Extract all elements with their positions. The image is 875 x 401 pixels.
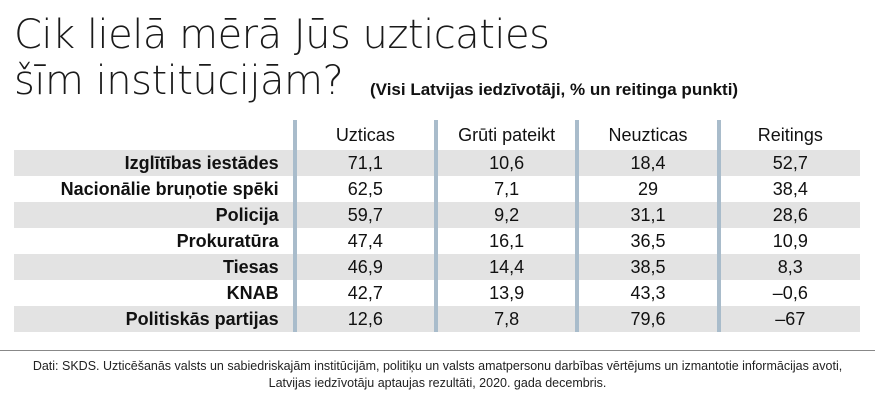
trust-table: Uzticas Grūti pateikt Neuzticas Reitings… xyxy=(14,120,860,332)
table-row: Politiskās partijas 12,6 7,8 79,6 –67 xyxy=(14,306,860,332)
row-label: Izglītības iestādes xyxy=(14,150,295,176)
table-cell: 13,9 xyxy=(433,280,578,306)
table-cell: 38,5 xyxy=(575,254,719,280)
title-block: Cik lielā mērā Jūs uzticaties šīm instit… xyxy=(14,12,864,104)
table-cell: 36,5 xyxy=(575,228,719,254)
data-table-wrapper: Uzticas Grūti pateikt Neuzticas Reitings… xyxy=(14,120,860,332)
table-cell: 29 xyxy=(575,176,719,202)
table-cell: 16,1 xyxy=(433,228,578,254)
footer-divider xyxy=(0,350,875,351)
row-label: Policija xyxy=(14,202,295,228)
header-empty xyxy=(14,120,295,150)
chart-title-line-1: Cik lielā mērā Jūs uzticaties xyxy=(14,12,550,58)
row-label: Politiskās partijas xyxy=(14,306,295,332)
source-note: Dati: SKDS. Uzticēšanās valsts un sabied… xyxy=(32,359,843,390)
table-cell: 62,5 xyxy=(292,176,436,202)
chart-subtitle: (Visi Latvijas iedzīvotāji, % un reiting… xyxy=(370,80,739,99)
row-label: Nacionālie bruņotie spēki xyxy=(60,178,279,199)
table-cell: 9,2 xyxy=(433,202,578,228)
chart-title-line-2: šīm institūcijām? xyxy=(14,58,344,104)
table-cell: 18,4 xyxy=(575,150,719,176)
column-header: Neuzticas xyxy=(575,120,719,150)
column-header: Uzticas xyxy=(292,120,436,150)
table-cell: 14,4 xyxy=(433,254,578,280)
table-cell: 38,4 xyxy=(716,176,860,202)
table-row: KNAB 42,7 13,9 43,3 –0,6 xyxy=(14,280,860,306)
table-cell: 79,6 xyxy=(575,306,719,332)
table-cell: 10,9 xyxy=(716,228,860,254)
table-cell: 59,7 xyxy=(292,202,436,228)
row-label: Prokuratūra xyxy=(176,230,279,251)
table-cell: 43,3 xyxy=(575,280,719,306)
table-row: Nacionālie bruņotie spēki 62,5 7,1 29 38,4 xyxy=(14,176,860,202)
table-cell: 12,6 xyxy=(292,306,436,332)
row-label: Tiesas xyxy=(14,254,295,280)
table-cell: 71,1 xyxy=(292,150,436,176)
table-row: Izglītības iestādes 71,1 10,6 18,4 52,7 xyxy=(14,150,860,176)
table-cell: 42,7 xyxy=(292,280,436,306)
table-cell: 7,8 xyxy=(433,306,578,332)
table-header-row: Uzticas Grūti pateikt Neuzticas Reitings xyxy=(14,120,860,150)
table-cell: 28,6 xyxy=(716,202,860,228)
table-cell: 31,1 xyxy=(575,202,719,228)
table-cell: 47,4 xyxy=(292,228,436,254)
table-body: Izglītības iestādes 71,1 10,6 18,4 52,7 Nacio… xyxy=(14,150,860,332)
table-row: Tiesas 46,9 14,4 38,5 8,3 xyxy=(14,254,860,280)
row-label: KNAB xyxy=(226,282,279,303)
table-row: Prokuratūra 47,4 16,1 36,5 10,9 xyxy=(14,228,860,254)
column-header: Grūti pateikt xyxy=(433,120,578,150)
table-cell: 8,3 xyxy=(716,254,860,280)
table-cell: 46,9 xyxy=(292,254,436,280)
table-cell: 52,7 xyxy=(716,150,860,176)
table-cell: 10,6 xyxy=(433,150,578,176)
table-cell: –67 xyxy=(716,306,860,332)
table-row: Policija 59,7 9,2 31,1 28,6 xyxy=(14,202,860,228)
column-header: Reitings xyxy=(716,120,860,150)
table-cell: 7,1 xyxy=(433,176,578,202)
table-cell: –0,6 xyxy=(716,280,860,306)
